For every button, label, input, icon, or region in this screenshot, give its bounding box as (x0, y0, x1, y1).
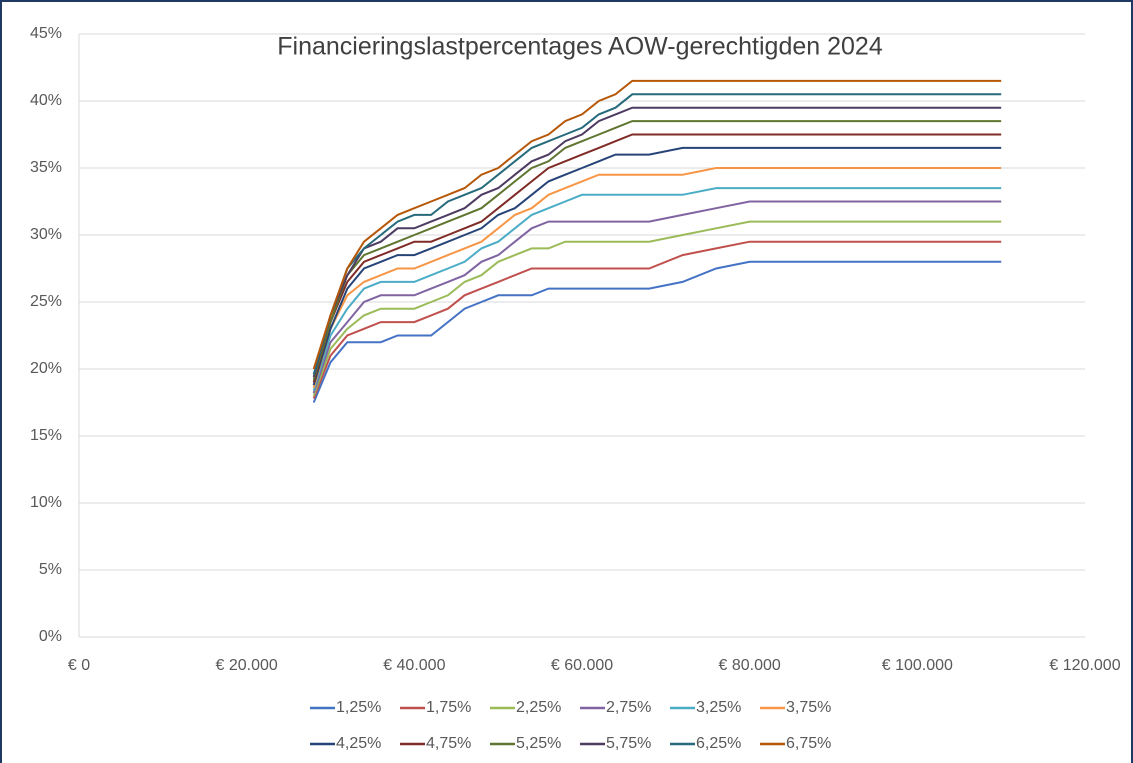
legend-label: 5,75% (606, 735, 651, 752)
x-tick-label: € 120.000 (1049, 657, 1120, 674)
legend-label: 6,25% (696, 735, 741, 752)
legend-label: 2,75% (606, 699, 651, 716)
y-tick-label: 35% (30, 159, 62, 176)
legend-label: 1,75% (426, 699, 471, 716)
series-line (312, 79, 1002, 370)
series-line (312, 167, 1002, 389)
y-tick-label: 40% (30, 92, 62, 109)
y-tick-label: 10% (30, 494, 62, 511)
series-line (312, 146, 1002, 386)
x-tick-label: € 100.000 (882, 657, 953, 674)
series-line (312, 93, 1002, 375)
series-line (312, 220, 1002, 397)
y-tick-label: 20% (30, 360, 62, 377)
y-tick-label: 30% (30, 226, 62, 243)
legend-label: 4,75% (426, 735, 471, 752)
y-tick-label: 5% (39, 561, 62, 578)
series-line (312, 133, 1002, 383)
y-tick-label: 25% (30, 293, 62, 310)
legend-label: 5,25% (516, 735, 561, 752)
series-line (312, 106, 1002, 378)
series-line (312, 187, 1002, 391)
x-tick-label: € 20.000 (216, 657, 278, 674)
x-tick-label: € 0 (68, 657, 90, 674)
y-tick-label: 0% (39, 628, 62, 645)
x-tick-label: € 80.000 (719, 657, 781, 674)
legend-label: 3,75% (786, 699, 831, 716)
legend-label: 4,25% (336, 735, 381, 752)
x-tick-label: € 60.000 (551, 657, 613, 674)
series-line (312, 240, 1002, 399)
chart-title: Financieringslastpercentages AOW-gerecht… (277, 33, 883, 61)
legend-label: 2,25% (516, 699, 561, 716)
y-tick-label: 15% (30, 427, 62, 444)
y-tick-label: 45% (30, 25, 62, 42)
legend-label: 3,25% (696, 699, 741, 716)
series-line (312, 260, 1002, 403)
series-line (312, 200, 1002, 394)
legend-label: 6,75% (786, 735, 831, 752)
series-line (312, 120, 1002, 380)
x-tick-label: € 40.000 (383, 657, 445, 674)
legend-label: 1,25% (336, 699, 381, 716)
